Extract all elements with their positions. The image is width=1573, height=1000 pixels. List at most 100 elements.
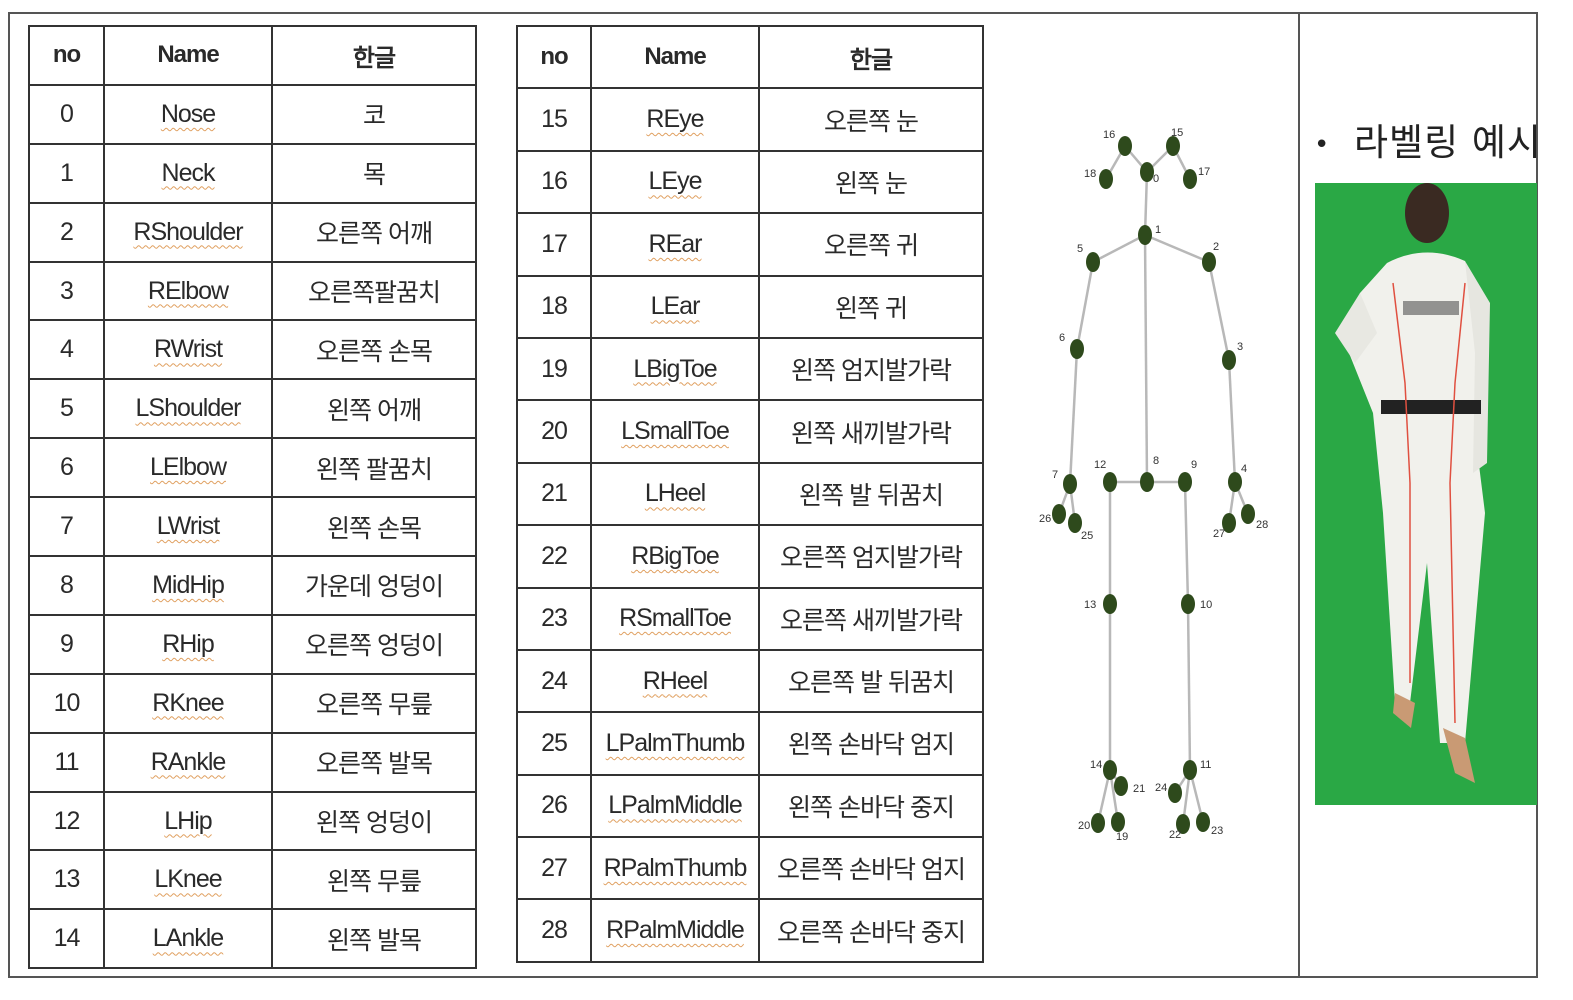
cell-no: 23 xyxy=(516,586,592,651)
table-header-row: no Name 한글 xyxy=(28,25,477,86)
cell-name: LElbow xyxy=(103,437,273,499)
skeleton-joint xyxy=(1103,760,1117,780)
keypoint-name: LPalmMiddle xyxy=(608,791,743,820)
table-row: 13 LKnee 왼쪽 무릎 xyxy=(28,849,477,911)
table-row: 1 Neck 목 xyxy=(28,142,477,204)
table-row: 18 LEar 왼쪽 귀 xyxy=(516,274,984,339)
keypoint-name: LShoulder xyxy=(135,394,242,423)
skeleton-joint xyxy=(1068,513,1082,533)
keypoint-name: LPalmThumb xyxy=(605,728,746,757)
cell-no: 1 xyxy=(28,142,105,204)
skeleton-bone xyxy=(1143,171,1149,236)
skeleton-joint-label: 18 xyxy=(1084,168,1096,180)
skeleton-bone xyxy=(1183,481,1190,605)
table-row: 0 Nose 코 xyxy=(28,83,477,145)
cell-korean: 왼쪽 손목 xyxy=(271,496,477,558)
cell-no: 11 xyxy=(28,731,105,793)
keypoint-name: RPalmThumb xyxy=(603,853,748,882)
skeleton-joint xyxy=(1140,162,1154,182)
cell-korean: 오른쪽 새끼발가락 xyxy=(758,586,984,651)
skeleton-joint xyxy=(1086,252,1100,272)
table-header-row: no Name 한글 xyxy=(516,24,984,90)
keypoint-name: RWrist xyxy=(153,335,223,364)
skeleton-joints xyxy=(1052,136,1255,834)
cell-no: 26 xyxy=(516,773,592,839)
header-no: no xyxy=(28,25,105,86)
cell-no: 10 xyxy=(28,672,105,734)
cell-name: RHip xyxy=(103,613,273,675)
skeleton-bone xyxy=(1143,234,1149,483)
skeleton-joint xyxy=(1103,594,1117,614)
keypoint-name: LWrist xyxy=(156,512,221,541)
skeleton-joint-label: 21 xyxy=(1133,783,1145,795)
skeleton-joint-label: 17 xyxy=(1198,166,1210,178)
header-name: Name xyxy=(590,24,760,90)
cell-name: RWrist xyxy=(103,319,273,381)
table-row: 14 LAnkle 왼쪽 발목 xyxy=(28,908,477,970)
skeleton-joint-label: 5 xyxy=(1077,243,1083,255)
cell-no: 2 xyxy=(28,201,105,263)
skeleton-joint xyxy=(1228,472,1242,492)
skeleton-joint xyxy=(1166,136,1180,156)
header-name: Name xyxy=(103,25,273,86)
skeleton-joint xyxy=(1178,472,1192,492)
keypoint-name: RShoulder xyxy=(133,217,243,246)
header-korean: 한글 xyxy=(758,24,984,90)
table-row: 22 RBigToe 오른쪽 엄지발가락 xyxy=(516,524,984,589)
cell-korean: 왼쪽 팔꿈치 xyxy=(271,437,477,499)
skeleton-joint xyxy=(1052,504,1066,524)
cell-no: 4 xyxy=(28,319,105,381)
table-row: 2 RShoulder 오른쪽 어깨 xyxy=(28,201,477,263)
skeleton-joint xyxy=(1222,513,1236,533)
cell-name: RBigToe xyxy=(590,524,760,589)
keypoint-name: RHip xyxy=(162,629,215,658)
cell-no: 16 xyxy=(516,149,592,215)
cell-korean: 오른쪽 손바닥 중지 xyxy=(758,898,984,963)
skeleton-joint xyxy=(1196,812,1210,832)
table-row: 10 RKnee 오른쪽 무릎 xyxy=(28,672,477,734)
cell-no: 25 xyxy=(516,711,592,776)
cell-no: 15 xyxy=(516,87,592,152)
keypoint-name: MidHip xyxy=(152,570,225,599)
cell-name: RKnee xyxy=(103,672,273,734)
cell-name: REar xyxy=(590,212,760,277)
cell-no: 3 xyxy=(28,260,105,322)
table-row: 26 LPalmMiddle 왼쪽 손바닥 중지 xyxy=(516,773,984,839)
keypoint-name: LEar xyxy=(650,292,701,321)
skeleton-joint xyxy=(1183,760,1197,780)
cell-name: RHeel xyxy=(590,648,760,714)
table-row: 6 LElbow 왼쪽 팔꿈치 xyxy=(28,437,477,499)
table-row: 17 REar 오른쪽 귀 xyxy=(516,212,984,277)
cell-name: LAnkle xyxy=(103,908,273,970)
skeleton-joint xyxy=(1176,814,1190,834)
skeleton-bone xyxy=(1186,603,1192,771)
skeleton-bone xyxy=(1144,233,1210,264)
cell-name: LHeel xyxy=(590,461,760,527)
cell-korean: 왼쪽 엉덩이 xyxy=(271,790,477,852)
skeleton-joint-label: 22 xyxy=(1169,829,1181,841)
skeleton-joint xyxy=(1183,169,1197,189)
keypoint-table-right: no Name 한글 15 REye 오른쪽 눈 16 LEye 왼쪽 눈 17 REar 오른… xyxy=(516,24,984,963)
cell-name: RPalmThumb xyxy=(590,836,760,901)
skeleton-joint-label: 27 xyxy=(1213,528,1225,540)
keypoint-name: RHeel xyxy=(642,666,708,695)
skeleton-joint-label: 13 xyxy=(1084,599,1096,611)
cell-korean: 왼쪽 귀 xyxy=(758,274,984,339)
skeleton-joint-label: 9 xyxy=(1191,459,1197,471)
skeleton-joint xyxy=(1241,504,1255,524)
keypoint-name: REye xyxy=(646,105,704,134)
skeleton-bone xyxy=(1068,348,1079,485)
skeleton-joint xyxy=(1103,472,1117,492)
skeleton-joint xyxy=(1091,813,1105,833)
cell-no: 13 xyxy=(28,849,105,911)
cell-name: Nose xyxy=(103,83,273,145)
cell-no: 20 xyxy=(516,399,592,464)
keypoint-name: RPalmMiddle xyxy=(606,916,745,945)
table-row: 15 REye 오른쪽 눈 xyxy=(516,87,984,152)
table-row: 21 LHeel 왼쪽 발 뒤꿈치 xyxy=(516,461,984,527)
cell-name: RShoulder xyxy=(103,201,273,263)
cell-name: REye xyxy=(590,87,760,152)
table-row: 4 RWrist 오른쪽 손목 xyxy=(28,319,477,381)
cell-name: Neck xyxy=(103,142,273,204)
skeleton-joint-label: 6 xyxy=(1059,332,1065,344)
